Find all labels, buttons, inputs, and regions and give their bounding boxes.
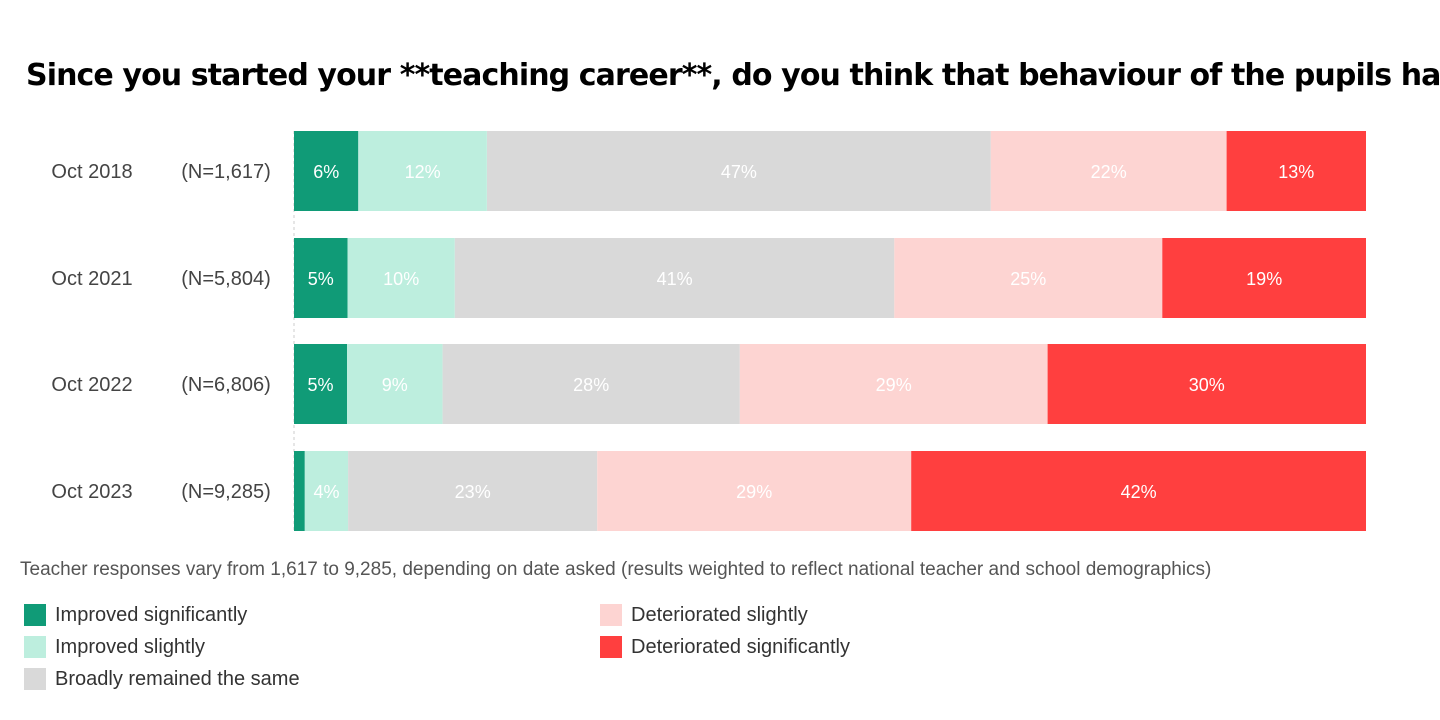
data-label: 13% [1278, 162, 1314, 182]
data-label: 41% [657, 269, 693, 289]
data-label: 28% [573, 375, 609, 395]
data-label: 29% [736, 482, 772, 502]
data-label: 25% [1010, 269, 1046, 289]
bar-segment [597, 451, 912, 531]
sample-size-label: (N=5,804) [181, 268, 271, 290]
bar-segment [348, 451, 598, 531]
category-label: Oct 2018 [51, 161, 132, 183]
category-label: Oct 2023 [51, 481, 132, 503]
bar-segment [1162, 238, 1366, 318]
legend-label: Improved slightly [55, 635, 206, 658]
chart-title: Since you started your **teaching career… [26, 58, 1440, 93]
data-label: 5% [307, 375, 333, 395]
bar-segment [294, 344, 348, 424]
data-label: 5% [308, 269, 334, 289]
category-label: Oct 2022 [51, 374, 132, 396]
legend-label: Deteriorated significantly [631, 635, 850, 658]
legend-item: Improved slightly [24, 635, 205, 659]
data-label: 10% [383, 269, 419, 289]
stacked-bar-chart: Oct 2018 (N=1,617) 6% 12% 47% 22% 13% Oct 2021 (… [51, 131, 1366, 531]
bar-segment [1047, 344, 1366, 424]
sample-size-label: (N=1,617) [181, 161, 271, 183]
bar-segment [294, 238, 348, 318]
bar-segment [294, 451, 305, 531]
bar-segment [347, 238, 455, 318]
data-label: 12% [405, 162, 441, 182]
legend-swatch [600, 636, 622, 658]
bar-segment [304, 451, 349, 531]
bar-segment [1226, 131, 1366, 211]
legend-item: Deteriorated significantly [600, 635, 850, 659]
sample-size-label: (N=6,806) [181, 374, 271, 396]
legend-swatch [24, 636, 46, 658]
bar-segment [894, 238, 1163, 318]
data-label: 23% [455, 482, 491, 502]
bar-segment [739, 344, 1048, 424]
data-label: 4% [313, 482, 339, 502]
bar-segment [454, 238, 895, 318]
category-label: Oct 2021 [51, 268, 132, 290]
bar-segment [442, 344, 740, 424]
legend-swatch [600, 604, 622, 626]
legend-label: Broadly remained the same [55, 667, 300, 690]
legend-item: Broadly remained the same [24, 667, 300, 691]
bar-segment [911, 451, 1366, 531]
data-label: 29% [876, 375, 912, 395]
data-label: 47% [721, 162, 757, 182]
data-label: 9% [382, 375, 408, 395]
data-label: 42% [1121, 482, 1157, 502]
bar-segment [358, 131, 487, 211]
legend-label: Deteriorated slightly [631, 603, 808, 626]
data-label: 30% [1189, 375, 1225, 395]
bar-segment [347, 344, 443, 424]
bar-segment [487, 131, 991, 211]
legend-swatch [24, 668, 46, 690]
data-label: 6% [313, 162, 339, 182]
bars-group: Oct 2018 (N=1,617) 6% 12% 47% 22% 13% Oct 2021 (… [51, 131, 1366, 531]
data-label: 22% [1091, 162, 1127, 182]
legend-item: Deteriorated slightly [600, 603, 808, 627]
footnote: Teacher responses vary from 1,617 to 9,2… [20, 559, 1212, 580]
legend-label: Improved significantly [55, 603, 248, 626]
legend-swatch [24, 604, 46, 626]
bar-segment [294, 131, 359, 211]
legend-item: Improved significantly [24, 603, 247, 627]
data-label: 19% [1246, 269, 1282, 289]
sample-size-label: (N=9,285) [181, 481, 271, 503]
bar-segment [990, 131, 1227, 211]
